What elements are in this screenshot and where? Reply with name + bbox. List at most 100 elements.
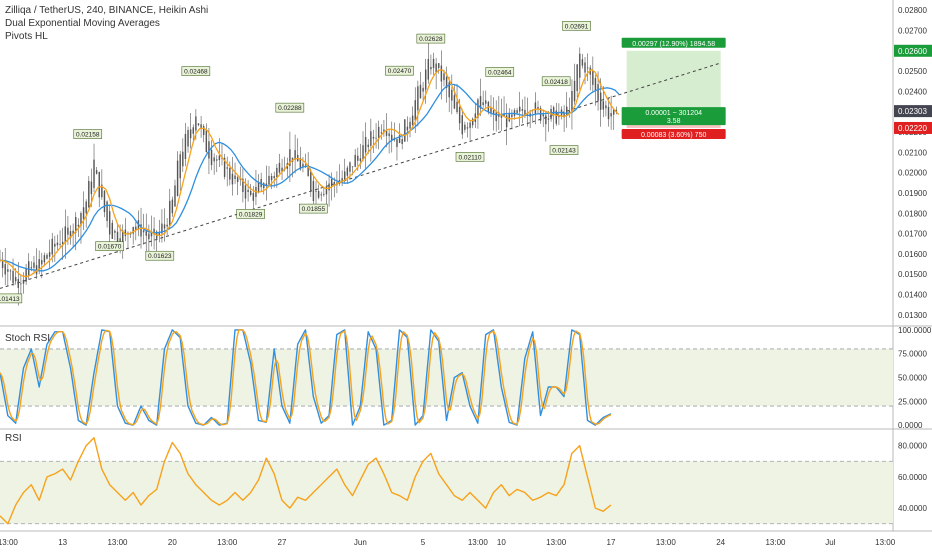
position-loss-label-box [621,128,726,139]
candle-body [581,59,584,66]
pivot-label-text: 0.01413 [0,296,20,303]
candle-body [346,167,349,176]
price-tick-label: 0.02700 [898,26,927,35]
time-tick-label: 10 [497,538,506,547]
candle-body [98,171,100,198]
rsi-title[interactable]: RSI [5,433,22,444]
candle-body [401,139,403,145]
candle-body [453,95,456,109]
candle-body [422,87,424,92]
candle-body [398,135,401,143]
candle-body [249,190,252,195]
candle-body [516,110,518,113]
indicator-pivots-label[interactable]: Pivots HL [5,31,48,42]
pivot-label: 0.01829 [236,209,265,219]
stoch-d-line[interactable] [0,329,612,426]
price-tick-label: 0.01900 [898,189,927,198]
ema-fast-line[interactable] [0,68,620,278]
position-profit-label[interactable]: 0.00297 (12.90%) 1894.58 [621,37,726,48]
candle-body [127,232,129,234]
candle-body [430,66,432,70]
price-badge-box [894,121,932,134]
candle-body [276,167,278,178]
candle-body [218,155,221,161]
symbol-title[interactable]: Zilliqa / TetherUS, 240, BINANCE, Heikin… [5,5,209,16]
pivot-label: 0.01855 [299,203,328,214]
pivot-label-text: 0.02158 [76,132,100,139]
candle-body [263,183,265,189]
candle-body [466,127,469,129]
price-badge-box [894,105,932,118]
position-profit-zone[interactable] [626,50,721,112]
candle-body [150,232,153,237]
candle-body [492,110,495,115]
candle-body [377,126,380,138]
candle-body [161,223,163,234]
price-badge-text: 0.02220 [898,124,927,133]
time-tick-label: 13:00 [0,538,18,547]
candle-body [370,131,372,146]
candle-body [64,226,67,244]
candle-body [95,170,98,174]
pivot-label-text: 0.02288 [278,105,302,112]
candle-body [586,67,589,69]
time-tick-label: 20 [168,538,177,547]
candle-body [229,167,231,180]
indicator-dema-label[interactable]: Dual Exponential Moving Averages [5,18,160,29]
candle-body [38,259,40,270]
candle-body [511,114,513,118]
candle-body [440,65,443,82]
candle-body [307,164,309,177]
position-loss-label[interactable]: 0.00083 (3.60%) 750 [621,128,726,139]
candle-body [490,107,492,114]
position-entry-label-box [621,107,726,126]
candle-body [273,176,275,179]
candle-body [80,212,82,226]
candle-body [312,180,315,202]
stoch-rsi-title[interactable]: Stoch RSI [5,333,51,344]
candle-body [419,84,422,99]
candle-body [310,170,312,192]
stoch-k-line[interactable] [0,329,612,426]
candle-body [75,217,77,233]
candle-body [22,279,25,284]
price-tick-label: 0.01500 [898,270,927,279]
candle-body [56,242,59,246]
candle-body [438,63,440,68]
price-tick-label: 0.01600 [898,250,927,259]
candle-body [244,185,247,199]
pivot-label-box [541,76,571,87]
candle-body [500,114,503,118]
price-tick-label: 0.02400 [898,87,927,96]
candle-body [278,162,281,173]
candle-body [576,64,578,92]
price-badge-text: 0.02303 [898,107,927,116]
rsi-tick-label: 80.0000 [898,442,927,451]
candle-body [108,211,111,235]
stoch-tick-label: 0.0000 [898,421,923,430]
candle-body [328,183,330,191]
candle-body [359,158,362,162]
candle-body [82,207,85,220]
rsi-line[interactable] [0,437,612,525]
price-tick-label: 0.01700 [898,230,927,239]
candle-body [59,243,61,245]
candle-body [414,100,416,121]
candle-body [542,114,544,117]
pivot-label-text: 0.02418 [544,79,568,86]
time-tick-label: 13:00 [217,538,238,547]
pivot-label-box [416,33,446,44]
candle-body [385,131,388,136]
candle-body [372,136,375,139]
candle-body [315,190,317,192]
candle-body [485,100,487,104]
ema-slow-line[interactable] [0,83,620,272]
candle-body [223,157,226,177]
candle-body [458,106,461,124]
candle-body [411,115,414,126]
candle-body [179,154,181,179]
candle-body [320,194,322,196]
